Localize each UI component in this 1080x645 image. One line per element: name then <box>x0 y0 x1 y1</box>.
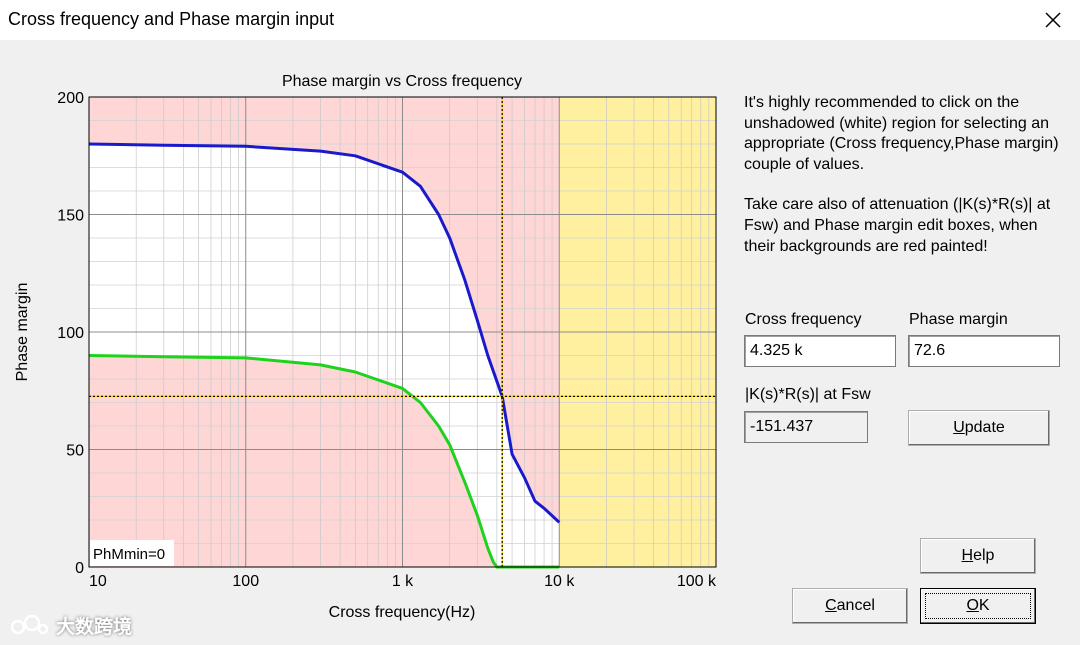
watermark-logo-icon <box>10 614 49 634</box>
annotation-box <box>90 540 174 566</box>
close-button[interactable] <box>1026 0 1080 40</box>
y-tick-label: 100 <box>57 325 84 342</box>
window-title: Cross frequency and Phase margin input <box>8 9 335 29</box>
close-icon <box>1045 12 1061 28</box>
watermark: 大数跨境 <box>10 612 132 639</box>
phase-margin-input[interactable] <box>908 335 1060 367</box>
help-label: elp <box>973 547 995 564</box>
update-accel: U <box>953 419 965 436</box>
ok-label: K <box>978 597 990 614</box>
update-label: pdate <box>964 419 1005 436</box>
phmmin-annotation: PhMmin=0 <box>93 546 165 563</box>
x-tick-label: 1 k <box>392 573 414 590</box>
info-text: It's highly recommended to click on the … <box>744 93 1064 277</box>
focus-rectangle <box>925 593 1031 619</box>
phase-margin-label: Phase margin <box>909 311 1008 328</box>
cross-frequency-input[interactable] <box>744 335 896 367</box>
cross-frequency-label: Cross frequency <box>745 311 862 328</box>
phase-margin-upper-curve <box>88 142 561 524</box>
info-paragraph-1: It's highly recommended to click on the … <box>744 94 1059 173</box>
plot-frame <box>88 96 717 568</box>
cancel-accel: C <box>825 597 837 614</box>
watermark-text: 大数跨境 <box>56 617 133 638</box>
title-bar: Cross frequency and Phase margin input <box>0 0 1080 40</box>
y-axis-label: Phase margin <box>14 283 31 382</box>
x-tick-label: 100 <box>232 573 259 590</box>
x-tick-label: 10 <box>89 573 107 590</box>
y-tick-label: 150 <box>57 208 84 225</box>
cancel-label: ancel <box>836 597 875 614</box>
ok-accel: O <box>966 597 979 614</box>
y-tick-label: 50 <box>66 443 84 460</box>
attenuation-label: |K(s)*R(s)| at Fsw <box>745 386 871 403</box>
x-axis-label: Cross frequency(Hz) <box>329 604 476 621</box>
info-paragraph-2: Take care also of attenuation (|K(s)*R(s… <box>744 196 1051 255</box>
attenuation-field <box>744 411 868 443</box>
y-tick-label: 0 <box>75 560 84 577</box>
x-tick-label: 10 k <box>544 573 575 590</box>
phase-margin-chart[interactable]: Phase margin vs Cross frequency 0 50 100 15… <box>0 40 740 640</box>
phase-margin-lower-curve <box>88 354 560 569</box>
chart-title: Phase margin vs Cross frequency <box>282 73 522 90</box>
help-accel: H <box>961 547 974 564</box>
x-tick-label: 100 k <box>677 573 717 590</box>
y-tick-label: 200 <box>57 90 84 107</box>
